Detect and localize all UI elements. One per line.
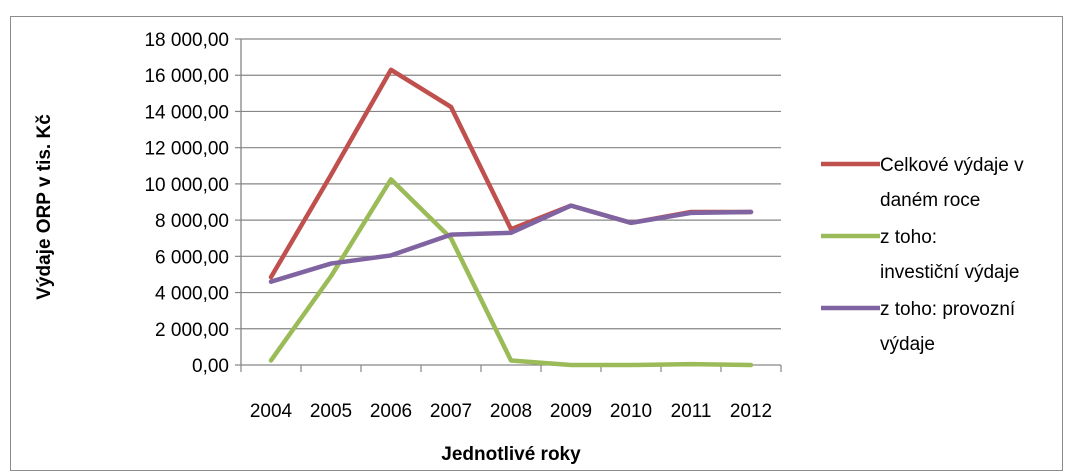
x-tick-label: 2008	[490, 401, 532, 422]
y-tick-label: 6 000,00	[155, 247, 229, 268]
y-tick-label: 2 000,00	[155, 320, 229, 341]
x-tick-label: 2011	[671, 401, 712, 422]
y-tick-label: 0,00	[192, 356, 229, 377]
x-tick-label: 2007	[430, 401, 472, 422]
legend-label: daném roce	[880, 190, 980, 211]
y-tick-label: 4 000,00	[155, 284, 229, 305]
y-tick-label: 18 000,00	[144, 30, 229, 51]
legend-label: z toho:	[880, 227, 937, 248]
series-lines	[268, 67, 754, 368]
y-tick-label: 10 000,00	[144, 175, 229, 196]
x-tick-label: 2009	[550, 401, 592, 422]
legend-label: výdaje	[880, 334, 935, 355]
legend-label: Celkové výdaje v	[880, 155, 1024, 176]
y-tick-label: 8 000,00	[155, 211, 229, 232]
x-axis-title: Jednotlivé roky	[441, 444, 581, 465]
y-tick-labels: 0,00 2 000,00 4 000,00 6 000,00 8 000,00 10 0…	[144, 30, 229, 377]
y-axis-title: Výdaje ORP v tis. Kč	[34, 114, 55, 300]
series-line-2	[268, 177, 754, 368]
legend-label: investiční výdaje	[880, 262, 1019, 283]
x-tick-label: 2012	[730, 401, 772, 422]
gridlines	[235, 38, 782, 372]
y-tick-label: 14 000,00	[144, 102, 229, 123]
x-tick-label: 2006	[370, 401, 412, 422]
chart-frame	[10, 16, 1063, 471]
axes	[240, 39, 781, 366]
x-tick-label: 2010	[610, 401, 652, 422]
legend: Celkové výdaje v daném roce z toho: investi…	[821, 155, 1024, 355]
series-line-1	[268, 67, 754, 280]
x-tick-label: 2004	[250, 401, 293, 422]
x-tick-labels: 2004 2005 2006 2007 2008 2009 2010 2011 2012	[250, 401, 772, 422]
legend-label: z toho: provozní	[880, 299, 1016, 320]
y-tick-label: 12 000,00	[144, 139, 229, 160]
x-tick-label: 2005	[310, 401, 352, 422]
y-tick-label: 16 000,00	[144, 66, 229, 87]
series-line-3	[268, 203, 754, 284]
